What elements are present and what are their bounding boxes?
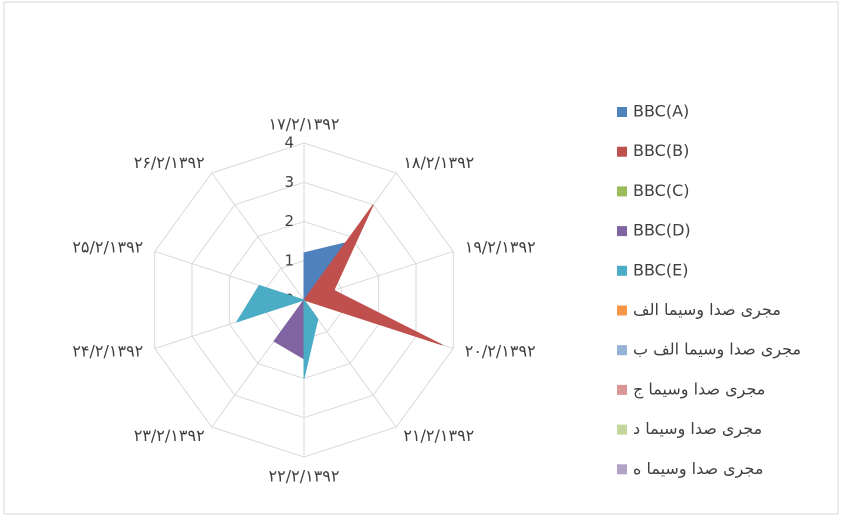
category-label: ۲۱/۲/۱۳۹۲: [403, 426, 474, 445]
legend-label: BBC(C): [633, 181, 690, 200]
legend-label: مجری صدا وسیما د: [633, 419, 762, 439]
legend-swatch: [617, 384, 627, 395]
r-tick-label: 1: [284, 251, 294, 269]
series-area: [303, 204, 443, 346]
r-tick-label: 3: [284, 173, 294, 191]
legend-swatch: [617, 464, 627, 475]
legend-swatch: [617, 424, 627, 435]
category-label: ۲۰/۲/۱۳۹۲: [465, 342, 536, 361]
legend-swatch: [617, 186, 627, 197]
legend-label: مجری صدا وسیما ه: [633, 459, 763, 479]
chart-border: [3, 1, 839, 515]
legend-swatch: [617, 265, 627, 276]
legend-label: BBC(B): [633, 141, 689, 160]
spoke: [303, 299, 397, 428]
category-label: ۱۹/۲/۱۳۹۲: [465, 237, 536, 256]
series-area: [235, 284, 319, 379]
legend-label: BBC(D): [633, 221, 691, 240]
category-label: ۲۲/۲/۱۳۹۲: [269, 467, 340, 486]
r-tick-label: 4: [284, 134, 294, 152]
category-label: ۱۷/۲/۱۳۹۲: [269, 115, 340, 134]
spoke: [211, 172, 305, 301]
category-label: ۲۳/۲/۱۳۹۲: [134, 426, 205, 445]
legend-swatch: [617, 146, 627, 157]
legend-swatch: [617, 305, 627, 316]
category-label: ۲۴/۲/۱۳۹۲: [72, 342, 143, 361]
legend-label: مجری صدا وسیما الف: [633, 300, 781, 320]
legend-label: مجری صدا وسیما الف ب: [633, 340, 801, 360]
category-label: ۲۶/۲/۱۳۹۲: [134, 153, 205, 172]
legend-swatch: [617, 226, 627, 237]
legend-swatch: [617, 107, 627, 117]
legend-swatch: [617, 345, 627, 356]
legend-label: BBC(A): [633, 102, 689, 121]
r-tick-label: 2: [284, 212, 294, 230]
legend-label: مجری صدا وسیما ج: [633, 379, 765, 399]
legend-label: BBC(E): [633, 260, 688, 279]
category-label: ۲۵/۲/۱۳۹۲: [72, 237, 143, 256]
category-label: ۱۸/۲/۱۳۹۲: [403, 153, 474, 172]
